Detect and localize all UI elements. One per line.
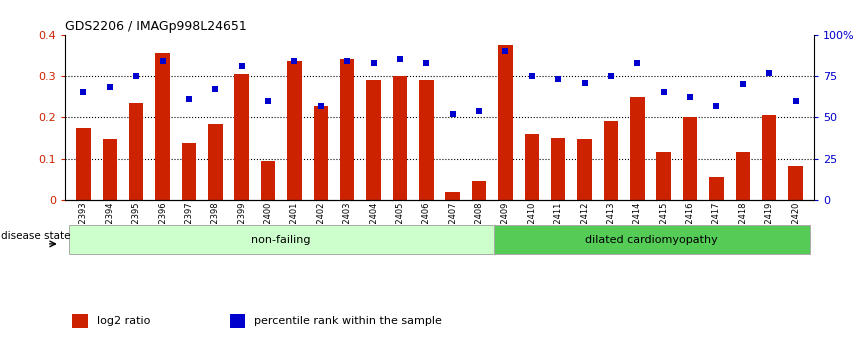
Text: percentile rank within the sample: percentile rank within the sample	[255, 316, 443, 326]
Bar	[392, 76, 407, 200]
Bar	[73, 314, 88, 328]
Point	[182, 96, 196, 102]
Point	[76, 90, 90, 95]
Text: dilated cardiomyopathy: dilated cardiomyopathy	[585, 235, 718, 245]
Bar	[445, 192, 460, 200]
Bar	[551, 138, 565, 200]
Point	[736, 81, 750, 87]
Text: disease state: disease state	[2, 231, 71, 240]
Bar	[762, 115, 777, 200]
Bar	[235, 74, 249, 200]
Point	[446, 111, 460, 117]
Point	[709, 103, 723, 108]
Bar	[630, 97, 644, 200]
Point	[366, 60, 380, 66]
Bar	[76, 128, 91, 200]
FancyBboxPatch shape	[69, 225, 494, 254]
Point	[288, 58, 301, 64]
Point	[129, 73, 143, 79]
Bar	[498, 45, 513, 200]
Text: non-failing: non-failing	[251, 235, 311, 245]
Bar	[788, 166, 803, 200]
Bar	[313, 106, 328, 200]
Point	[156, 58, 170, 64]
Point	[209, 86, 223, 92]
Point	[789, 98, 803, 104]
Bar	[604, 121, 618, 200]
Point	[552, 77, 565, 82]
Point	[656, 90, 670, 95]
Bar	[419, 80, 434, 200]
Point	[340, 58, 354, 64]
Point	[578, 80, 591, 85]
Bar	[525, 134, 539, 200]
Point	[762, 70, 776, 75]
Bar	[735, 152, 750, 200]
Point	[262, 98, 275, 104]
Point	[683, 95, 697, 100]
FancyBboxPatch shape	[494, 225, 810, 254]
Bar	[656, 152, 671, 200]
Bar	[261, 161, 275, 200]
Bar	[288, 61, 301, 200]
Bar	[208, 124, 223, 200]
Bar	[129, 103, 144, 200]
Point	[235, 63, 249, 69]
Bar	[472, 181, 487, 200]
Bar	[366, 80, 381, 200]
Point	[313, 103, 327, 108]
Point	[393, 57, 407, 62]
Text: log2 ratio: log2 ratio	[97, 316, 151, 326]
Point	[604, 73, 617, 79]
Point	[419, 60, 433, 66]
Bar	[102, 139, 117, 200]
Point	[499, 48, 513, 54]
Bar	[682, 117, 697, 200]
Point	[525, 73, 539, 79]
Point	[630, 60, 644, 66]
Bar	[709, 177, 724, 200]
Bar	[182, 143, 197, 200]
Point	[472, 108, 486, 114]
Bar	[578, 139, 591, 200]
Bar	[229, 314, 245, 328]
Text: GDS2206 / IMAGp998L24651: GDS2206 / IMAGp998L24651	[65, 20, 247, 33]
Bar	[155, 53, 170, 200]
Bar	[340, 59, 354, 200]
Point	[103, 85, 117, 90]
